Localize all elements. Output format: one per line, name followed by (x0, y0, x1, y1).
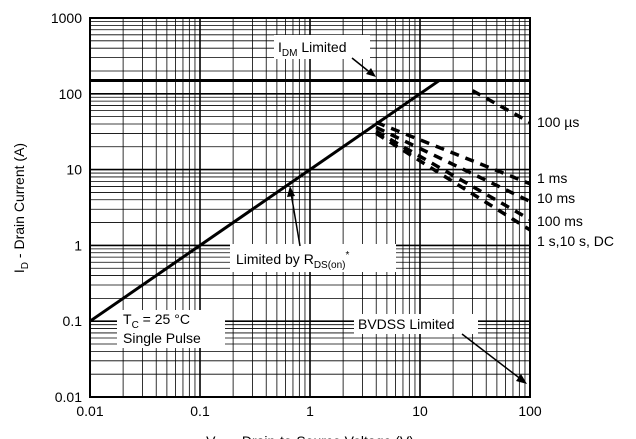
dashed-line (375, 131, 531, 232)
label-box (230, 244, 396, 272)
arrow-head (516, 374, 527, 384)
series-label: 10 ms (537, 190, 575, 206)
y-tick-label: 10 (66, 162, 82, 178)
annotation: BVDSS Limited (358, 316, 454, 332)
annotation: TC = 25 °C (123, 311, 190, 331)
y-axis-label-part: - Drain Current (A) (11, 143, 27, 262)
x-tick-label: 100 (518, 403, 542, 419)
label-box (274, 35, 370, 59)
annotation-part: DM (282, 48, 298, 59)
plot-frame (89, 17, 531, 398)
annotation: Limited by RDS(on)* (236, 250, 350, 271)
y-tick-label: 0.01 (55, 389, 82, 405)
y-tick-label: 100 (59, 86, 83, 102)
dashed-line (375, 129, 531, 221)
y-tick-label: 0.1 (63, 313, 83, 329)
y-axis-label: ID - Drain Current (A) (11, 143, 31, 273)
arrow (461, 333, 523, 381)
label-box (354, 314, 478, 334)
limit-line (89, 79, 441, 323)
annotation: IDM Limited (278, 39, 346, 59)
arrow-head (287, 186, 295, 197)
annotation-part: * (346, 250, 350, 261)
x-axis-label-part: V (206, 433, 216, 439)
y-tick-label: 1 (74, 237, 82, 253)
arrow (290, 192, 301, 247)
y-axis-label-part: D (20, 262, 31, 269)
dashed-line (471, 89, 531, 124)
annotation-part: DS(on) (314, 260, 346, 271)
annotation-part: = 25 °C (139, 311, 190, 327)
annotation-part: Limited by R (236, 251, 314, 267)
x-tick-label: 0.1 (190, 403, 210, 419)
x-axis-label: VDS - Drain-to-Source Voltage (V) (206, 433, 414, 439)
x-tick-label: 1 (306, 403, 314, 419)
series-label: 100 µs (537, 114, 579, 130)
annotation-part: Limited (297, 39, 346, 55)
label-box (117, 310, 225, 348)
annotation-part: C (132, 320, 139, 331)
dashed-line (375, 120, 531, 186)
dashed-line (375, 125, 531, 204)
series-label: 1 s,10 s, DC (537, 233, 614, 249)
y-axis-label-part: I (11, 269, 27, 273)
series-label: 1 ms (537, 170, 567, 186)
x-tick-label: 0.01 (76, 403, 103, 419)
x-axis-label-part: - Drain-to-Source Voltage (V) (229, 433, 413, 439)
x-tick-label: 10 (412, 403, 428, 419)
annotation-part: I (278, 39, 282, 55)
y-tick-label: 1000 (51, 10, 82, 26)
annotation: Single Pulse (123, 330, 201, 346)
annotation-part: T (123, 311, 132, 327)
series-label: 100 ms (537, 213, 583, 229)
arrow-head (366, 68, 376, 77)
